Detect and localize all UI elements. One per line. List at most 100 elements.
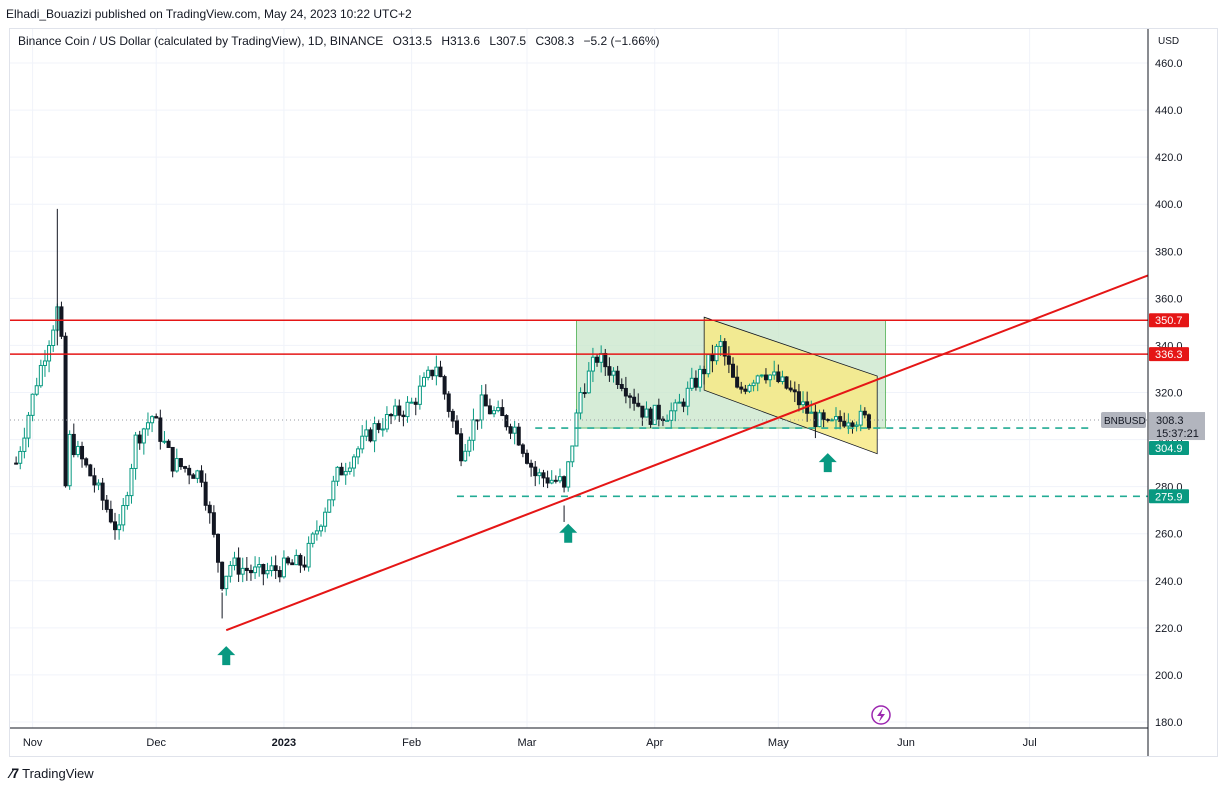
candle-body: [286, 557, 291, 564]
candle-body: [42, 360, 47, 366]
candle-body: [813, 411, 818, 428]
candle-body: [516, 426, 521, 446]
candle-body: [51, 329, 56, 347]
candle-body: [607, 366, 612, 376]
candle-body: [368, 429, 373, 442]
candle-body: [467, 439, 472, 452]
candle-body: [125, 495, 130, 507]
candle-body: [780, 376, 785, 382]
candle-body: [113, 521, 117, 531]
candle-body: [632, 396, 637, 404]
candle-body: [216, 533, 220, 563]
candle-body: [796, 391, 801, 406]
candle-body: [557, 476, 562, 482]
candle-body: [203, 481, 208, 506]
candle-body: [18, 450, 23, 464]
candle-body: [257, 564, 262, 568]
candle-body: [718, 341, 723, 347]
candle-body: [335, 466, 340, 482]
support-high-label-bg: [1149, 441, 1189, 456]
candle-body: [710, 354, 715, 362]
candle-body: [702, 368, 707, 375]
candle-body: [393, 405, 398, 417]
candle-body: [611, 370, 616, 376]
candle-body: [463, 450, 468, 462]
candle-body: [487, 405, 492, 415]
candle-body: [34, 385, 39, 395]
up-arrow-icon: [217, 646, 236, 666]
candle-body: [150, 416, 155, 424]
candle-body: [187, 467, 192, 476]
candle-body: [80, 445, 85, 460]
resistance-low-label-bg: [1149, 347, 1189, 362]
candle-body: [372, 423, 377, 442]
up-arrow-icon: [559, 523, 578, 543]
candle-body: [834, 416, 838, 421]
candle-body: [615, 370, 620, 386]
candle-body: [673, 402, 678, 412]
candle-body: [240, 567, 245, 575]
candle-body: [22, 437, 27, 452]
candle-body: [314, 530, 319, 535]
last-price-bg: [1149, 412, 1205, 441]
candle-body: [310, 533, 315, 544]
candle-body: [228, 564, 233, 577]
candle-body: [162, 440, 167, 443]
y-tick-label: 260.0: [1155, 529, 1183, 541]
candle-body: [603, 352, 608, 368]
candle-body: [220, 561, 225, 590]
legend-close: C308.3: [535, 34, 575, 48]
x-tick-label: Apr: [646, 737, 663, 749]
candle-body: [644, 408, 649, 418]
candle-body: [450, 410, 455, 422]
candle-body: [504, 415, 509, 428]
candle-body: [809, 411, 814, 414]
candle-body: [269, 565, 274, 572]
footer-brand[interactable]: ⁄7 TradingView: [10, 765, 94, 781]
candle-body: [747, 385, 752, 392]
candle-body: [755, 375, 760, 384]
candle-body: [689, 377, 694, 389]
candle-body: [479, 394, 484, 421]
candle-body: [331, 480, 336, 501]
candle-body: [595, 356, 600, 363]
candle-body: [656, 404, 661, 420]
y-tick-label: 440.0: [1155, 105, 1183, 117]
legend-low: L307.5: [489, 34, 527, 48]
candle-body: [862, 410, 867, 416]
author-name[interactable]: Elhadi_Bouazizi: [6, 7, 92, 21]
candle-body: [141, 428, 146, 444]
candle-body: [265, 570, 270, 575]
candle-body: [195, 470, 200, 479]
x-tick-label: Dec: [146, 737, 166, 749]
candle-body: [821, 412, 826, 420]
candle-body: [360, 435, 365, 450]
candle-body: [471, 419, 476, 441]
legend-open: O313.5: [392, 34, 432, 48]
candle-body: [529, 462, 534, 468]
resistance-high-label-bg: [1149, 313, 1189, 328]
candle-body: [273, 565, 278, 572]
candle-body: [735, 376, 740, 388]
legend-change: −5.2 (−1.66%): [583, 34, 660, 48]
candle-body: [389, 413, 394, 417]
candle-body: [88, 464, 93, 477]
candle-body: [14, 462, 19, 465]
candle-body: [788, 387, 793, 391]
candle-body: [211, 512, 216, 535]
candle-body: [537, 472, 542, 477]
tradingview-logo-icon: ⁄7: [10, 765, 19, 781]
candles: [14, 208, 871, 619]
candle-body: [434, 366, 439, 377]
x-tick-label: Nov: [23, 737, 43, 749]
candle-body: [866, 414, 871, 429]
candle-body: [677, 401, 682, 404]
candle-body: [376, 423, 381, 430]
candle-body: [63, 335, 68, 487]
candle-body: [174, 458, 179, 472]
candle-body: [731, 363, 735, 378]
countdown-label: 15:37:21: [1156, 428, 1199, 440]
support-low-label-bg: [1149, 489, 1189, 504]
candle-body: [277, 570, 282, 578]
